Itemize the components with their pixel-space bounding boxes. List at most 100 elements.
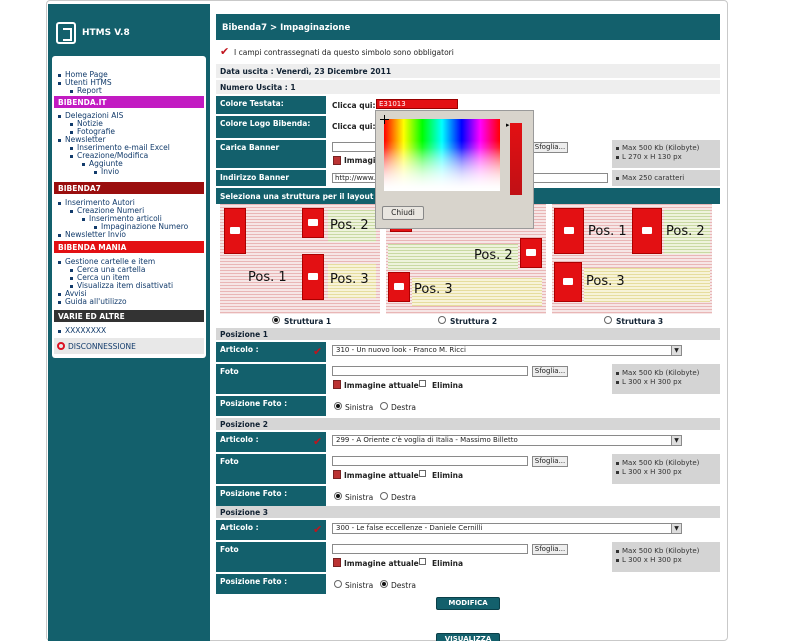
banner-info-size: Max 500 Kb (Kilobyte): [616, 144, 699, 152]
sidebar-item-creazione-modifica[interactable]: Creazione/Modifica: [70, 151, 148, 160]
position-3-right-label: Destra: [391, 581, 416, 590]
position-1-info-size: Max 500 Kb (Kilobyte): [616, 369, 699, 377]
required-check-icon: ✔: [313, 345, 323, 358]
sidebar-item-inserimento-articoli[interactable]: Inserimento articoli: [82, 214, 162, 223]
position-1-right-radio[interactable]: [380, 402, 388, 410]
sidebar-item-impaginazione[interactable]: Impaginazione Numero: [94, 222, 188, 231]
position-1-current-image[interactable]: Immagine attuale: [344, 381, 419, 390]
sidebar-item-cerca-cartella[interactable]: Cerca una cartella: [70, 265, 145, 274]
position-2-delete-label: Elimina: [432, 471, 464, 480]
position-1-left-radio[interactable]: [334, 402, 342, 410]
position-3-right-radio[interactable]: [380, 580, 388, 588]
structure-1-pos-1: Pos. 1: [248, 270, 287, 285]
position-1-file-input[interactable]: [332, 366, 528, 376]
visualizza-button[interactable]: VISUALIZZA: [436, 633, 500, 641]
hue-slider[interactable]: [510, 123, 522, 195]
structure-1-radio[interactable]: [272, 316, 280, 324]
sidebar-item-newsletter[interactable]: Newsletter: [58, 135, 106, 144]
required-notice: I campi contrassegnati da questo simbolo…: [234, 48, 454, 57]
sidebar-item-utenti[interactable]: Utenti HTMS: [58, 78, 112, 87]
page-title: Bibenda7 > Impaginazione: [216, 14, 720, 40]
position-1-foto-label: Foto: [216, 364, 326, 394]
position-3-article-label: Articolo :: [216, 520, 326, 540]
app-logo[interactable]: HTMS V.8: [56, 22, 206, 48]
issue-number: Numero Uscita : 1: [220, 83, 296, 92]
color-picker-popup: ▸ Chiudi: [375, 110, 534, 229]
position-2-delete-checkbox[interactable]: [419, 470, 426, 477]
sidebar-item-invio[interactable]: Invio: [94, 167, 119, 176]
position-3-delete-checkbox[interactable]: [419, 558, 426, 565]
sidebar-item-creazione-numeri[interactable]: Creazione Numeri: [70, 206, 144, 215]
chevron-down-icon: ▼: [671, 524, 681, 533]
position-3-header: Posizione 3: [216, 506, 720, 518]
modifica-button[interactable]: MODIFICA: [436, 597, 500, 610]
app-name: HTMS V.8: [82, 28, 130, 38]
close-picker-button[interactable]: Chiudi: [382, 206, 424, 220]
position-2-info-size: Max 500 Kb (Kilobyte): [616, 459, 699, 467]
sidebar-item-disattivati[interactable]: Visualizza item disattivati: [70, 281, 173, 290]
colore-testata-label: Colore Testata:: [216, 96, 326, 114]
sidebar-item-cerca-item[interactable]: Cerca un item: [70, 273, 130, 282]
structure-1-preview[interactable]: Pos. 2 Pos. 1 Pos. 3: [220, 204, 380, 314]
sidebar-item-newsletter-invio[interactable]: Newsletter Invio: [58, 230, 126, 239]
position-1-delete-checkbox[interactable]: [419, 380, 426, 387]
chevron-down-icon: ▼: [671, 436, 681, 445]
section-bibenda7: BIBENDA7: [54, 182, 204, 194]
banner-info-dims: L 270 x H 130 px: [616, 153, 682, 161]
position-2-right-radio[interactable]: [380, 492, 388, 500]
sidebar-item-guida[interactable]: Guida all'utilizzo: [58, 297, 127, 306]
sidebar-item-avvisi[interactable]: Avvisi: [58, 289, 87, 298]
position-2-current-image[interactable]: Immagine attuale: [344, 471, 419, 480]
sidebar-item-home[interactable]: Home Page: [58, 70, 108, 79]
structure-3-radio[interactable]: [604, 316, 612, 324]
crosshair-icon[interactable]: [380, 115, 389, 124]
position-1-browse-button[interactable]: Sfoglia...: [532, 366, 568, 377]
position-1-article-select[interactable]: 310 - Un nuovo look - Franco M. Ricci ▼: [332, 345, 682, 356]
position-2-article-select[interactable]: 299 - A Oriente c'è voglia di Italia - M…: [332, 435, 682, 446]
position-2-left-radio[interactable]: [334, 492, 342, 500]
position-2-foto-label: Foto: [216, 454, 326, 484]
power-icon: [57, 342, 65, 350]
sidebar-item-report[interactable]: Report: [70, 86, 102, 95]
photo-placeholder: [632, 208, 662, 254]
colore-testata-input[interactable]: E31013: [376, 99, 458, 109]
banner-info-box: Max 500 Kb (Kilobyte) L 270 x H 130 px: [612, 140, 720, 168]
logout-link[interactable]: DISCONNESSIONE: [54, 338, 204, 354]
position-3-article-select[interactable]: 300 - Le false eccellenze - Daniele Cern…: [332, 523, 682, 534]
color-gradient-area[interactable]: [384, 119, 500, 191]
structure-2-pos-2: Pos. 2: [388, 244, 518, 270]
banner-browse-button[interactable]: Sfoglia...: [532, 142, 568, 153]
position-3-file-input[interactable]: [332, 544, 528, 554]
sidebar-item-autori[interactable]: Inserimento Autori: [58, 198, 135, 207]
banner-current-image[interactable]: Immagine: [344, 156, 386, 165]
sidebar-item-aggiunte[interactable]: Aggiunte: [82, 159, 123, 168]
structure-3-preview[interactable]: Pos. 1 Pos. 2 Pos. 3: [552, 204, 712, 314]
sidebar-item-delegazioni[interactable]: Delegazioni AIS: [58, 111, 123, 120]
colore-testata-prompt: Clicca qui:: [332, 101, 376, 110]
image-icon: [333, 470, 341, 479]
structure-3-pos-2: Pos. 2: [664, 210, 710, 254]
sidebar-item-fotografie[interactable]: Fotografie: [70, 127, 115, 136]
issue-number-row: Numero Uscita : 1: [216, 80, 720, 94]
position-3-browse-button[interactable]: Sfoglia...: [532, 544, 568, 555]
structure-2-radio[interactable]: [438, 316, 446, 324]
position-2-file-input[interactable]: [332, 456, 528, 466]
position-2-header: Posizione 2: [216, 418, 720, 430]
required-check-icon: ✔: [313, 523, 323, 536]
sidebar-item-xxxxxxxx[interactable]: XXXXXXXX: [58, 326, 106, 335]
sidebar-item-gestione[interactable]: Gestione cartelle e item: [58, 257, 155, 266]
position-2-browse-button[interactable]: Sfoglia...: [532, 456, 568, 467]
hue-arrow-icon[interactable]: ▸: [506, 121, 510, 129]
photo-placeholder: [388, 272, 410, 302]
position-3-left-radio[interactable]: [334, 580, 342, 588]
section-varie: VARIE ED ALTRE: [54, 310, 204, 322]
structure-2-pos-3: Pos. 3: [412, 278, 542, 306]
sidebar-item-email-excel[interactable]: Inserimento e-mail Excel: [70, 143, 170, 152]
position-1-left-label: Sinistra: [345, 403, 374, 412]
sidebar-item-notizie[interactable]: Notizie: [70, 119, 103, 128]
position-1-header: Posizione 1: [216, 328, 720, 340]
position-3-current-image[interactable]: Immagine attuale: [344, 559, 419, 568]
issue-date: Data uscita : Venerdì, 23 Dicembre 2011: [220, 67, 392, 76]
position-3-article-value: 300 - Le false eccellenze - Daniele Cern…: [336, 524, 483, 532]
position-2-pos-label: Posizione Foto :: [216, 486, 326, 506]
